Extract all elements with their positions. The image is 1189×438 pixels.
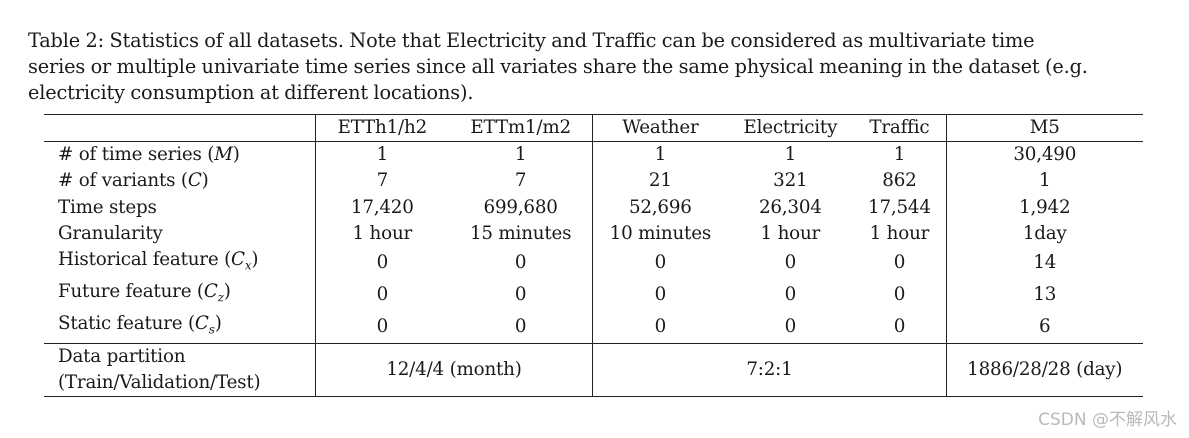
cell-traffic: 1 — [893, 144, 906, 166]
row-label: Historical feature (Cx) — [44, 247, 315, 279]
cell-weather: 0 — [592, 310, 728, 344]
row-label-variable: C — [187, 170, 202, 192]
cell-m5: 1day — [945, 220, 1143, 248]
header-traffic: Traffic — [853, 113, 946, 143]
cell-electricity: 1 — [784, 144, 797, 166]
row-label-close: ) — [232, 144, 240, 166]
table-row: Future feature (Cz) 0 0 0 0 0 13 — [44, 278, 1143, 311]
data-partition-ett: 12/4/4 (month) — [314, 343, 593, 398]
caption-line-1: Table 2: Statistics of all datasets. Not… — [28, 29, 1035, 52]
cell-m5: 6 — [945, 310, 1143, 344]
cell-ettm: 0 — [448, 310, 593, 344]
table-caption: Table 2: Statistics of all datasets. Not… — [28, 28, 1173, 106]
data-partition-label: Data partition (Train/Validation/Test) — [44, 343, 316, 398]
cell-ettm: 699,680 — [483, 196, 558, 218]
row-label: # of variants (C) — [44, 168, 315, 194]
row-label-text: Historical feature ( — [58, 249, 232, 271]
cell-ettm: 7 — [514, 170, 527, 192]
cell-traffic: 0 — [893, 251, 906, 273]
data-partition-weather-electricity-traffic: 7:2:1 — [592, 343, 946, 398]
row-label-text: Granularity — [58, 222, 163, 244]
table-row: # of variants (C) 7 7 21 321 862 1 — [44, 168, 1143, 195]
cell-etth: 0 — [314, 247, 449, 279]
row-label-subscript: s — [208, 322, 215, 337]
row-label-close: ) — [201, 170, 209, 192]
cell-etth: 7 — [314, 168, 449, 195]
cell-m5: 30,490 — [945, 141, 1143, 169]
data-partition-label-line-1: Data partition — [58, 345, 186, 367]
header-ettm: ETTm1/m2 — [448, 113, 593, 143]
header-empty-cell — [44, 113, 316, 143]
row-label: Static feature (Cs) — [44, 310, 316, 344]
cell-traffic: 17,544 — [868, 196, 931, 218]
row-label-text: Time steps — [58, 196, 157, 218]
row-label-subscript: x — [244, 258, 252, 273]
caption-line-3: electricity consumption at different loc… — [28, 81, 474, 104]
cell-electricity: 321 — [773, 170, 808, 192]
row-label-close: ) — [251, 249, 259, 271]
cell-etth: 1 hour — [314, 220, 449, 248]
data-partition-row: Data partition (Train/Validation/Test) 1… — [44, 343, 1143, 398]
row-label: Granularity — [44, 221, 315, 247]
header-row: ETTh1/h2 ETTm1/m2 Weather Electricity Tr… — [44, 113, 1143, 143]
row-label-text: # of time series ( — [58, 144, 215, 166]
cell-etth: 0 — [314, 310, 449, 344]
cell-traffic: 1 hour — [869, 222, 930, 244]
cell-electricity: 0 — [784, 251, 797, 273]
cell-weather: 52,696 — [592, 194, 728, 221]
caption-line-2: series or multiple univariate time serie… — [28, 55, 1088, 78]
cell-traffic: 0 — [853, 310, 946, 344]
table-row: Static feature (Cs) 0 0 0 0 0 6 — [44, 310, 1143, 344]
row-label: # of time series (M) — [44, 142, 315, 169]
header-weather: Weather — [592, 113, 728, 143]
cell-weather: 0 — [592, 247, 728, 279]
cell-ettm: 15 minutes — [469, 222, 572, 244]
row-label-variable: C — [203, 280, 218, 302]
header-electricity: Electricity — [727, 113, 854, 143]
cell-etth: 0 — [314, 278, 449, 311]
cell-electricity: 0 — [727, 310, 854, 344]
cell-traffic: 0 — [893, 283, 906, 305]
cell-m5: 14 — [945, 247, 1143, 279]
cell-weather: 21 — [592, 168, 728, 195]
row-label-variable: C — [194, 312, 209, 334]
cell-electricity: 0 — [784, 283, 797, 305]
csdn-watermark: CSDN @不解风水 — [1038, 410, 1177, 430]
table-row: Historical feature (Cx) 0 0 0 0 0 14 — [44, 247, 1143, 279]
cell-m5: 1,942 — [945, 194, 1143, 221]
table-row: Time steps 17,420 699,680 52,696 26,304 17,54… — [44, 194, 1143, 221]
header-etth: ETTh1/h2 — [314, 113, 449, 143]
row-label-text: Future feature ( — [58, 280, 204, 302]
data-partition-m5: 1886/28/28 (day) — [945, 343, 1143, 398]
table-row: # of time series (M) 1 1 1 1 1 30,490 — [44, 141, 1143, 169]
row-label-close: ) — [214, 312, 222, 334]
table-row: Granularity 1 hour 15 minutes 10 minutes 1 h… — [44, 220, 1143, 248]
header-m5: M5 — [945, 113, 1143, 143]
row-label-variable: C — [231, 249, 245, 271]
cell-electricity: 26,304 — [758, 196, 822, 218]
dataset-statistics-table: ETTh1/h2 ETTm1/m2 Weather Electricity Tr… — [44, 113, 1143, 398]
cell-ettm: 0 — [514, 283, 527, 305]
cell-weather: 10 minutes — [592, 220, 728, 248]
row-label-variable: M — [214, 144, 233, 166]
row-label-text: Static feature ( — [58, 312, 195, 334]
cell-etth: 17,420 — [314, 194, 449, 221]
cell-ettm: 0 — [514, 251, 527, 273]
row-label-close: ) — [223, 280, 231, 302]
row-label-text: # of variants ( — [58, 170, 188, 192]
cell-ettm: 1 — [514, 144, 527, 166]
cell-weather: 0 — [592, 278, 728, 311]
cell-electricity: 1 hour — [760, 222, 821, 244]
row-label: Future feature (Cz) — [44, 279, 315, 311]
data-partition-label-line-2: (Train/Validation/Test) — [58, 371, 261, 393]
cell-traffic: 862 — [882, 170, 917, 192]
cell-m5: 1 — [945, 168, 1143, 195]
row-label: Time steps — [44, 195, 315, 221]
row-label-subscript: z — [217, 290, 224, 305]
cell-m5: 13 — [945, 278, 1143, 311]
cell-etth: 1 — [314, 141, 449, 169]
cell-weather: 1 — [592, 141, 728, 169]
